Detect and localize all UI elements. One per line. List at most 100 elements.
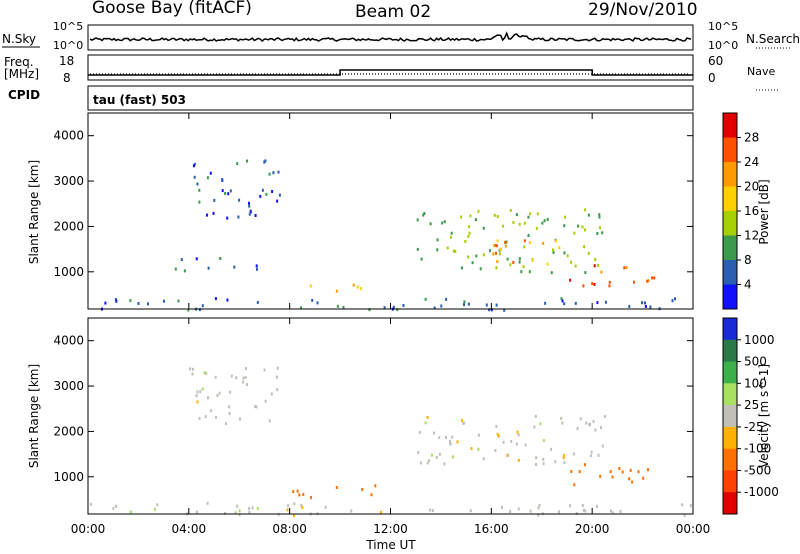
vel-data-cell — [603, 414, 606, 418]
vel-data-cell — [420, 461, 423, 465]
vel-data-cell — [449, 442, 452, 446]
time-axis: 00:00 04:00 08:00 12:00 16:00 20:00 00:00 — [71, 113, 711, 536]
vel-data-cell — [112, 506, 115, 510]
power-data-cell — [561, 299, 564, 303]
colorbar-tick-label: 1000 — [744, 333, 775, 347]
power-data-cell — [499, 247, 502, 251]
vel-data-cell — [350, 509, 353, 513]
vel-data-cell — [582, 508, 585, 512]
power-data-cell — [495, 303, 498, 307]
vel-yticks-label: 1000 — [53, 470, 84, 484]
vel-data-cell — [550, 447, 553, 451]
vel-data-cell — [214, 375, 217, 379]
power-data-cell — [623, 266, 626, 270]
nsearch-tick-low: 10^0 — [708, 39, 738, 52]
power-data-cell — [475, 254, 478, 258]
power-data-cell — [583, 245, 586, 249]
power-data-cell — [402, 304, 405, 307]
power-data-cell — [577, 224, 580, 228]
power-data-cell — [509, 208, 512, 212]
vel-data-cell — [238, 513, 241, 517]
vel-data-cell — [216, 394, 219, 397]
power-data-cell — [256, 267, 258, 271]
colorbar-tick-label: 20 — [744, 180, 759, 194]
vel-data-cell — [683, 513, 686, 517]
vel-data-cell — [443, 462, 446, 466]
power-yticks-label: 2000 — [53, 219, 84, 233]
vel-data-cell — [293, 502, 296, 506]
vel-data-cell — [230, 374, 233, 378]
vel-data-cell — [224, 422, 227, 426]
colorbar-tick-label: 4 — [744, 278, 752, 292]
vel-data-cell — [588, 423, 591, 427]
power-data-cell — [248, 201, 250, 205]
power-data-cell — [601, 231, 604, 235]
vel-data-cell — [524, 443, 527, 447]
vel-data-cell — [542, 457, 545, 461]
vel-data-cell — [235, 376, 238, 380]
power-data-cell — [504, 244, 507, 248]
vel-data-cell — [537, 506, 540, 510]
vel-data-cell — [561, 421, 564, 425]
power-data-cell — [625, 266, 628, 269]
power-data-cell — [276, 199, 279, 203]
vel-data-cell — [601, 444, 604, 448]
vel-data-cell — [195, 510, 198, 514]
vel-data-cell — [191, 367, 194, 371]
velocity-y-axis: 4000 3000 2000 1000 — [53, 334, 693, 484]
power-data-cell — [433, 306, 436, 310]
xaxis-tick-label: 08:00 — [272, 522, 307, 536]
vel-yticks-label: 3000 — [53, 379, 84, 393]
vel-data-cell — [517, 433, 520, 437]
colorbar-swatch — [723, 470, 737, 493]
power-data-cell — [104, 301, 107, 305]
power-data-cell — [600, 270, 603, 274]
colorbar-tick-label: 28 — [744, 131, 759, 145]
vel-data-cell — [592, 419, 595, 423]
power-data-cell — [596, 232, 599, 235]
vel-data-cell — [596, 504, 598, 508]
power-data-cell — [342, 305, 345, 309]
vel-data-cell — [438, 452, 441, 456]
power-data-cell — [536, 212, 539, 216]
vel-data-cell — [429, 508, 432, 512]
vel-data-cell — [621, 470, 624, 474]
vel-data-cell — [538, 503, 541, 507]
nave-tick-low: 0 — [708, 71, 716, 85]
power-data-cell — [471, 261, 474, 265]
power-data-cell — [264, 159, 267, 163]
vel-data-cell — [264, 399, 267, 403]
power-data-cell — [114, 298, 117, 301]
vel-data-cell — [689, 504, 692, 508]
xaxis-tick-label: 00:00 — [676, 522, 711, 536]
power-data-cell — [221, 179, 224, 183]
vel-data-cell — [502, 440, 505, 444]
power-data-cell — [198, 200, 201, 204]
station-title: Goose Bay (fitACF) — [92, 0, 252, 18]
vel-data-cell — [578, 470, 581, 474]
noise-trace — [89, 31, 692, 43]
power-data-cell — [174, 267, 177, 271]
power-data-cell — [541, 221, 544, 225]
power-data-cell — [137, 302, 140, 305]
vel-data-cell — [576, 427, 579, 430]
vel-data-cell — [374, 484, 377, 488]
vel-data-cell — [263, 368, 266, 372]
power-data-cell — [570, 260, 573, 264]
vel-data-cell — [205, 371, 208, 375]
vel-data-cell — [301, 506, 304, 509]
power-data-cell — [368, 308, 371, 312]
vel-data-cell — [248, 507, 250, 511]
colorbar-swatch — [723, 361, 737, 384]
power-data-cell — [201, 304, 204, 308]
power-data-cell — [463, 303, 465, 307]
power-panel: 4000 3000 2000 1000 Slant Range [km] 28 24 20… — [27, 112, 771, 312]
vel-data-cell — [500, 506, 503, 509]
power-colorbar-label: Power [dB] — [757, 179, 771, 244]
xaxis-label: Time UT — [365, 538, 416, 552]
vel-data-cell — [310, 496, 313, 500]
power-data-cell — [261, 188, 264, 192]
power-data-cell — [183, 269, 186, 273]
power-data-cell — [527, 215, 530, 219]
vel-data-cell — [239, 417, 241, 421]
